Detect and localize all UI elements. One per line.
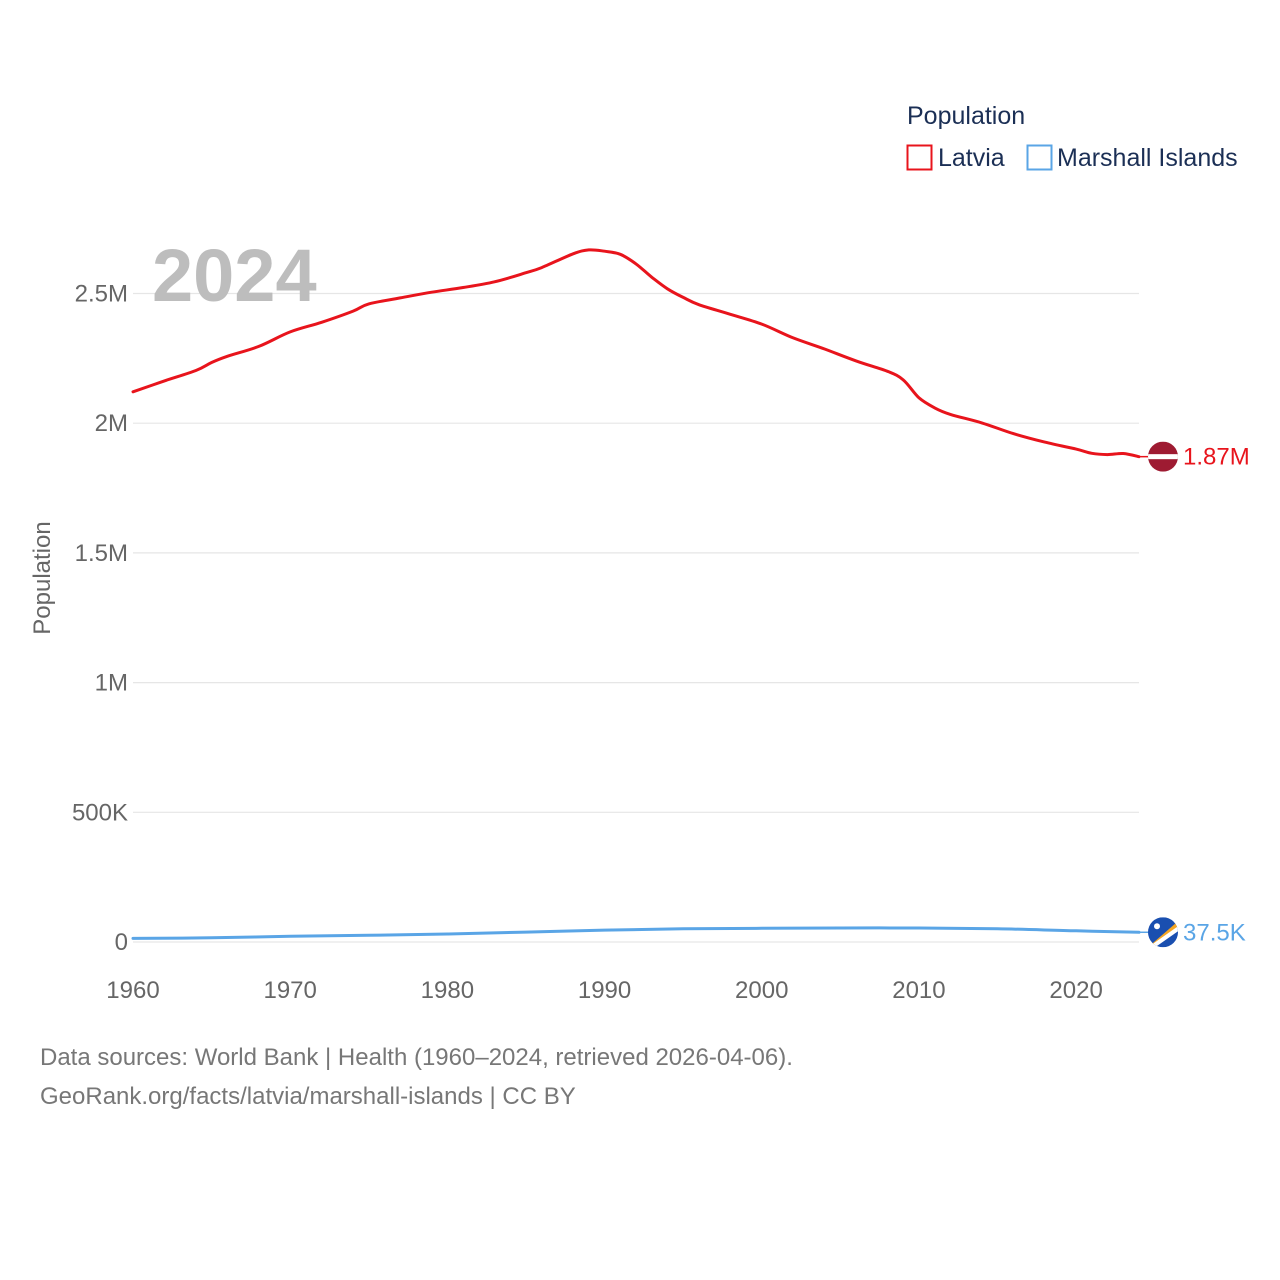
year-label: 2024 xyxy=(152,234,317,317)
end-label-marshall-islands: 37.5K xyxy=(1183,919,1246,946)
x-tick-label: 2010 xyxy=(892,977,945,1004)
marshall-islands-flag-icon xyxy=(1148,917,1178,948)
legend-swatch-marshall-islands xyxy=(1026,144,1053,171)
x-tick-label: 1980 xyxy=(421,977,474,1004)
x-tick-label: 1990 xyxy=(578,977,631,1004)
y-tick-label: 500K xyxy=(72,799,128,826)
y-tick-label: 0 xyxy=(115,929,128,956)
series-end-markers: 1.87M 37.5K xyxy=(1139,441,1250,948)
source-link[interactable]: GeoRank.org/facts/latvia/marshall-island… xyxy=(40,1083,576,1110)
y-tick-label: 1M xyxy=(95,670,128,697)
legend-title: Population xyxy=(907,102,1025,130)
legend-item-marshall-islands[interactable]: Marshall Islands xyxy=(1026,144,1238,172)
gridlines xyxy=(133,292,1139,943)
x-tick-label: 2000 xyxy=(735,977,788,1004)
legend: Population Latvia Marshall Islands xyxy=(906,102,1238,172)
series-lines xyxy=(131,248,1141,940)
end-label-latvia: 1.87M xyxy=(1183,444,1250,471)
series-line-marshall-islands xyxy=(131,926,1141,940)
latvia-flag-icon xyxy=(1148,441,1178,472)
x-tick-label: 1970 xyxy=(263,977,316,1004)
y-axis-ticks: 0 500K 1M 1.5M 2M 2.5M xyxy=(72,281,128,957)
legend-label-marshall-islands: Marshall Islands xyxy=(1057,144,1238,172)
y-tick-label: 2.5M xyxy=(75,281,128,308)
y-tick-label: 2M xyxy=(95,410,128,437)
y-tick-label: 1.5M xyxy=(75,540,128,567)
legend-item-latvia[interactable]: Latvia xyxy=(906,144,1005,172)
y-axis-title: Population xyxy=(29,521,56,634)
x-tick-label: 1960 xyxy=(106,977,159,1004)
legend-label-latvia: Latvia xyxy=(938,144,1005,172)
source-note: Data sources: World Bank | Health (1960–… xyxy=(40,1044,793,1071)
legend-swatch-latvia xyxy=(906,144,933,171)
x-axis-ticks: 1960 1970 1980 1990 2000 2010 2020 xyxy=(106,977,1103,1004)
series-line-latvia xyxy=(131,248,1141,459)
x-tick-label: 2020 xyxy=(1049,977,1102,1004)
